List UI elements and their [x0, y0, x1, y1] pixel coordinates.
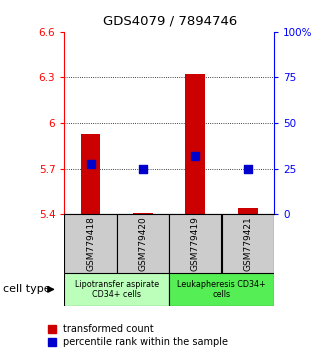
Bar [64, 214, 117, 273]
Bar [221, 214, 274, 273]
Point [245, 166, 250, 172]
Point [193, 154, 198, 159]
Legend: transformed count, percentile rank within the sample: transformed count, percentile rank withi… [48, 325, 228, 347]
Text: GSM779418: GSM779418 [86, 216, 95, 271]
Text: GSM779420: GSM779420 [138, 216, 148, 271]
Text: Lipotransfer aspirate
CD34+ cells: Lipotransfer aspirate CD34+ cells [75, 280, 159, 299]
Bar [185, 74, 205, 214]
Bar [169, 273, 274, 306]
Bar [238, 208, 258, 214]
Bar [81, 134, 101, 214]
Bar [169, 214, 221, 273]
Text: Leukapheresis CD34+
cells: Leukapheresis CD34+ cells [177, 280, 266, 299]
Bar [133, 213, 153, 214]
Bar [117, 214, 169, 273]
Bar [64, 273, 169, 306]
Point [88, 161, 93, 167]
Text: GSM779419: GSM779419 [191, 216, 200, 271]
Text: GDS4079 / 7894746: GDS4079 / 7894746 [103, 15, 237, 28]
Point [140, 166, 146, 171]
Text: cell type: cell type [3, 284, 51, 295]
Text: GSM779421: GSM779421 [243, 216, 252, 271]
